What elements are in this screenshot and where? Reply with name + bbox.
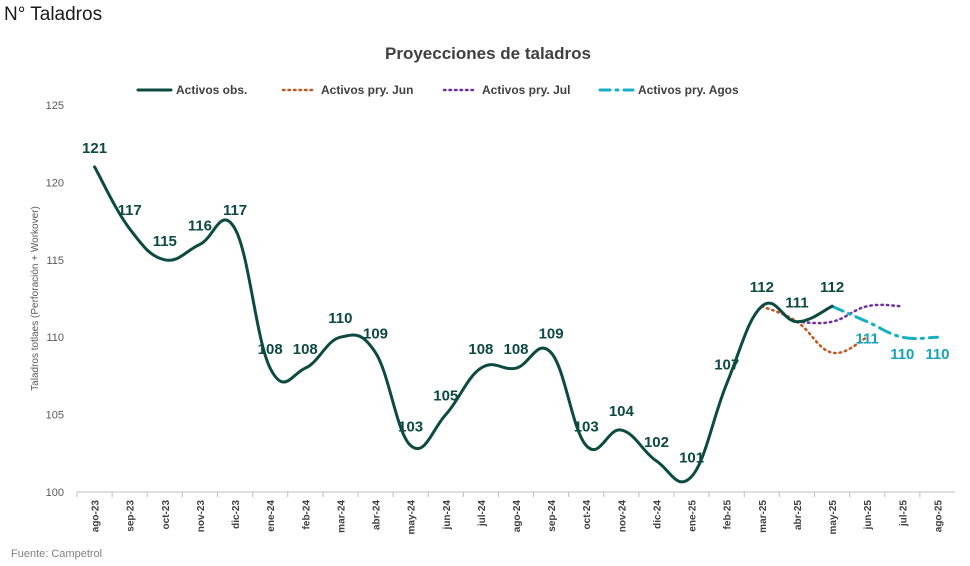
data-label: 102 bbox=[644, 434, 669, 451]
y-axis-label: Taladros totlaes (Perforación + Workover… bbox=[30, 206, 41, 391]
data-label: 103 bbox=[574, 419, 599, 436]
series-line-activos-obs- bbox=[93, 165, 834, 484]
x-tick-label: ago-25 bbox=[933, 500, 944, 533]
data-label: 112 bbox=[820, 279, 844, 296]
data-label: 116 bbox=[188, 217, 212, 234]
chart-title: Proyecciones de taladros bbox=[385, 44, 591, 63]
y-tick-label: 115 bbox=[46, 255, 64, 267]
legend-label: Activos pry. Agos bbox=[638, 83, 739, 97]
data-label: 108 bbox=[503, 341, 528, 358]
y-tick-label: 120 bbox=[46, 177, 64, 189]
x-tick-label: sep-24 bbox=[547, 500, 558, 532]
x-tick-label: jun-24 bbox=[442, 500, 453, 531]
x-tick-label: feb-25 bbox=[723, 500, 734, 530]
data-label: 108 bbox=[293, 341, 318, 358]
data-label: 110 bbox=[890, 346, 914, 363]
x-tick-label: ago-23 bbox=[91, 500, 102, 533]
x-tick-label: ago-24 bbox=[512, 500, 523, 533]
data-label: 104 bbox=[609, 403, 635, 420]
data-label: 101 bbox=[679, 450, 704, 467]
data-label: 121 bbox=[82, 140, 107, 157]
legend-label: Activos pry. Jun bbox=[321, 83, 413, 97]
legend-label: Activos obs. bbox=[176, 83, 247, 97]
x-tick-label: nov-24 bbox=[617, 500, 628, 533]
data-label: 112 bbox=[750, 279, 774, 296]
data-label: 117 bbox=[223, 202, 247, 219]
data-label: 107 bbox=[714, 357, 739, 374]
y-tick-label: 125 bbox=[46, 100, 64, 112]
x-tick-label: oct-23 bbox=[161, 500, 172, 530]
x-tick-label: ene-24 bbox=[266, 500, 277, 532]
y-tick-label: 110 bbox=[46, 332, 64, 344]
data-label: 111 bbox=[785, 295, 808, 312]
x-tick-label: oct-24 bbox=[582, 500, 593, 530]
data-label: 117 bbox=[118, 202, 142, 219]
x-tick-label: dic-23 bbox=[231, 500, 242, 529]
x-tick-label: mar-24 bbox=[336, 500, 347, 533]
x-tick-label: feb-24 bbox=[301, 500, 312, 530]
series-line-activos-pry-jun bbox=[760, 304, 869, 355]
data-label: 105 bbox=[433, 388, 458, 405]
x-tick-label: ene-25 bbox=[688, 500, 699, 532]
source-note: Fuente: Campetrol bbox=[11, 548, 103, 560]
x-tick-label: sep-23 bbox=[126, 500, 137, 532]
x-tick-label: jul-25 bbox=[898, 500, 909, 528]
x-tick-label: mar-25 bbox=[758, 500, 769, 533]
x-tick-label: may-24 bbox=[407, 500, 418, 535]
x-tick-label: jun-25 bbox=[863, 500, 874, 531]
legend-label: Activos pry. Jul bbox=[482, 83, 570, 97]
data-label: 111 bbox=[856, 331, 879, 348]
data-label: 115 bbox=[153, 233, 177, 250]
x-tick-label: abr-25 bbox=[793, 500, 804, 530]
page-title: N° Taladros bbox=[4, 4, 103, 25]
y-tick-label: 100 bbox=[46, 487, 64, 499]
data-label: 109 bbox=[539, 326, 564, 343]
data-label: 110 bbox=[925, 346, 949, 363]
data-label: 103 bbox=[398, 419, 423, 436]
data-label: 108 bbox=[258, 341, 283, 358]
y-tick-label: 105 bbox=[46, 410, 64, 422]
x-tick-label: may-25 bbox=[828, 500, 839, 535]
x-tick-label: dic-24 bbox=[652, 500, 663, 529]
x-tick-label: nov-23 bbox=[196, 500, 207, 533]
x-tick-label: jul-24 bbox=[477, 500, 488, 528]
series-line-activos-pry-agos bbox=[830, 304, 939, 341]
data-label: 108 bbox=[468, 341, 493, 358]
data-label: 109 bbox=[363, 326, 388, 343]
data-label: 110 bbox=[328, 310, 352, 327]
x-tick-label: abr-24 bbox=[372, 500, 383, 530]
